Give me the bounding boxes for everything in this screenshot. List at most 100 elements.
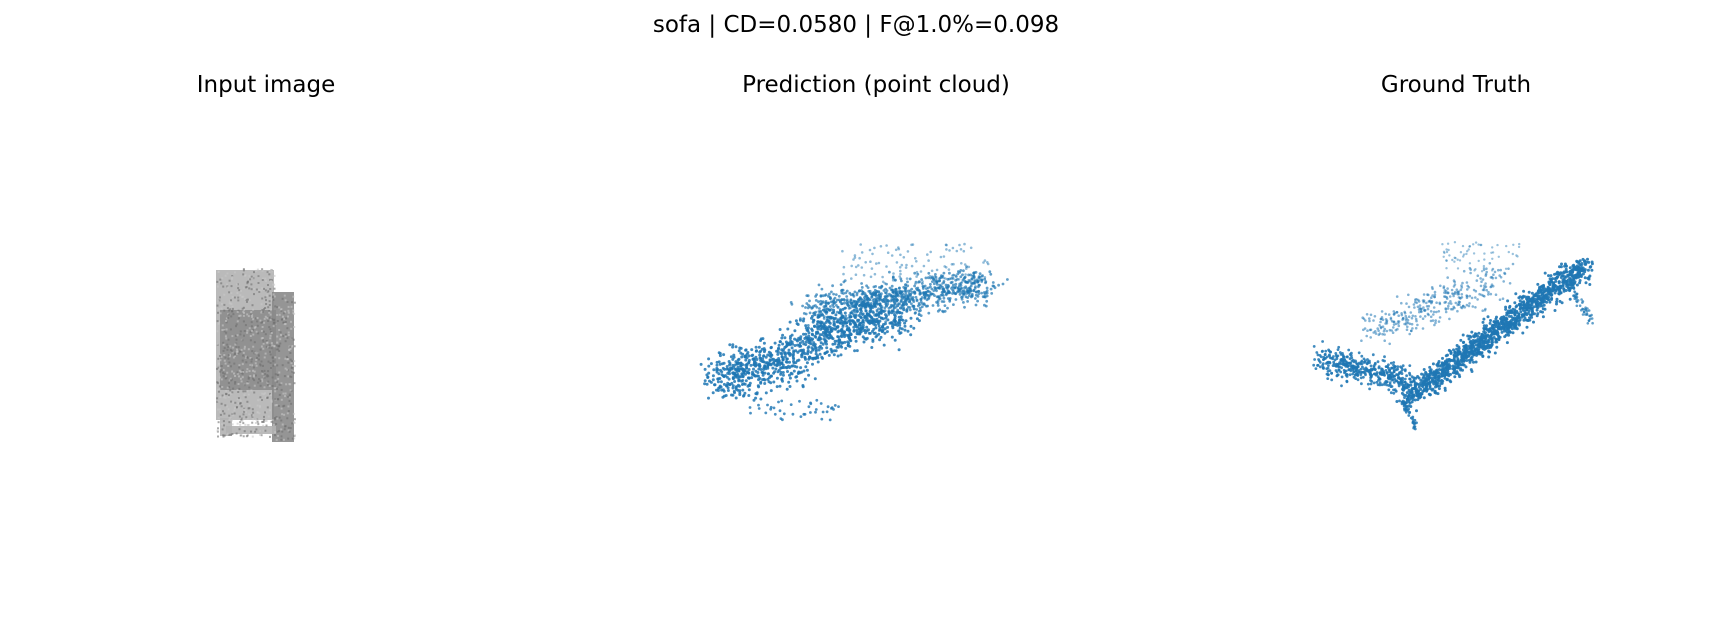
prediction-point <box>764 355 768 359</box>
ground-truth-point <box>1459 338 1463 342</box>
prediction-point <box>916 304 920 308</box>
prediction-point <box>790 346 794 350</box>
prediction-point <box>906 284 910 288</box>
ground-truth-point <box>1453 354 1456 358</box>
ground-truth-point <box>1437 310 1441 313</box>
ground-truth-point <box>1564 267 1568 271</box>
prediction-point <box>811 362 814 366</box>
input-image-pixel <box>229 391 232 394</box>
ground-truth-point <box>1411 394 1414 398</box>
ground-truth-point <box>1455 288 1459 291</box>
prediction-point <box>716 377 720 381</box>
prediction-point <box>877 332 881 336</box>
prediction-point <box>766 372 770 376</box>
prediction-point <box>732 355 736 359</box>
input-image-pixel <box>269 409 271 412</box>
input-image-pixel <box>287 311 290 314</box>
input-image-pixel <box>278 313 281 316</box>
input-image-pixel <box>257 399 260 402</box>
input-image-pixel <box>282 315 284 318</box>
prediction-point <box>860 289 863 292</box>
ground-truth-point <box>1362 375 1365 379</box>
ground-truth-point <box>1389 391 1393 395</box>
prediction-point <box>882 343 886 347</box>
prediction-point <box>936 286 940 290</box>
prediction-point <box>761 360 765 363</box>
prediction-point <box>885 244 888 247</box>
ground-truth-point <box>1452 279 1456 282</box>
ground-truth-point <box>1513 301 1517 305</box>
ground-truth-point <box>1543 287 1547 291</box>
prediction-point <box>874 285 877 288</box>
prediction-point <box>827 308 831 312</box>
ground-truth-point <box>1474 268 1477 271</box>
prediction-point <box>869 302 873 305</box>
prediction-point <box>909 293 912 297</box>
prediction-point <box>852 294 856 298</box>
ground-truth-point <box>1417 385 1421 389</box>
ground-truth-point <box>1408 332 1411 336</box>
prediction-point <box>837 294 841 298</box>
prediction-point <box>802 317 806 321</box>
input-image-pixel <box>245 416 248 419</box>
input-image-pixel <box>283 413 286 416</box>
input-image-pixel <box>239 333 242 336</box>
prediction-point <box>814 310 818 314</box>
prediction-point <box>856 325 860 329</box>
input-image-pixel <box>218 376 221 379</box>
input-image-pixel <box>220 365 223 367</box>
input-image-pixel <box>263 356 266 359</box>
input-image-pixel <box>264 411 267 414</box>
prediction-point <box>908 306 912 309</box>
input-image-pixel <box>275 348 278 351</box>
input-image-pixel <box>242 390 245 393</box>
prediction-point <box>919 314 923 317</box>
ground-truth-point <box>1433 293 1437 296</box>
ground-truth-point <box>1550 280 1554 284</box>
ground-truth-point <box>1457 360 1461 364</box>
ground-truth-point <box>1416 382 1420 386</box>
ground-truth-point <box>1540 284 1544 288</box>
ground-truth-point <box>1348 357 1352 360</box>
ground-truth-point <box>1421 390 1425 393</box>
prediction-point <box>814 410 817 414</box>
input-image-pixel <box>271 356 274 359</box>
ground-truth-point <box>1497 322 1501 326</box>
prediction-point <box>874 305 878 309</box>
prediction-point <box>771 366 775 370</box>
prediction-point <box>775 358 778 362</box>
input-image-pixel <box>267 306 270 309</box>
ground-truth-point <box>1383 333 1386 336</box>
ground-truth-point <box>1429 370 1433 374</box>
prediction-point <box>840 288 844 292</box>
ground-truth-point <box>1393 365 1397 368</box>
prediction-point <box>865 325 869 329</box>
input-image-pixel <box>293 382 296 385</box>
ground-truth-point <box>1402 393 1406 397</box>
input-image-pixel <box>263 376 266 379</box>
prediction-point <box>855 291 859 295</box>
ground-truth-point <box>1488 350 1492 354</box>
input-image-pixel <box>271 298 273 301</box>
prediction-point <box>960 262 963 265</box>
input-image-pixel <box>239 402 242 405</box>
ground-truth-point <box>1481 309 1484 312</box>
prediction-point <box>976 299 979 303</box>
ground-truth-point <box>1495 340 1499 344</box>
prediction-point <box>844 306 847 310</box>
ground-truth-point <box>1465 303 1469 307</box>
prediction-point <box>881 324 885 328</box>
ground-truth-point <box>1516 315 1520 319</box>
ground-truth-point <box>1436 392 1440 396</box>
input-image-pixel <box>287 405 290 408</box>
input-image-pixel <box>242 269 245 272</box>
input-image-pixel <box>273 274 276 277</box>
ground-truth-point <box>1420 372 1424 376</box>
ground-truth-point <box>1417 298 1420 302</box>
input-image-pixel <box>287 375 290 378</box>
prediction-point <box>885 291 888 295</box>
input-image-pixel <box>242 351 245 354</box>
input-image-pixel <box>268 316 271 319</box>
input-image-pixel <box>238 415 241 418</box>
prediction-point <box>801 351 804 355</box>
